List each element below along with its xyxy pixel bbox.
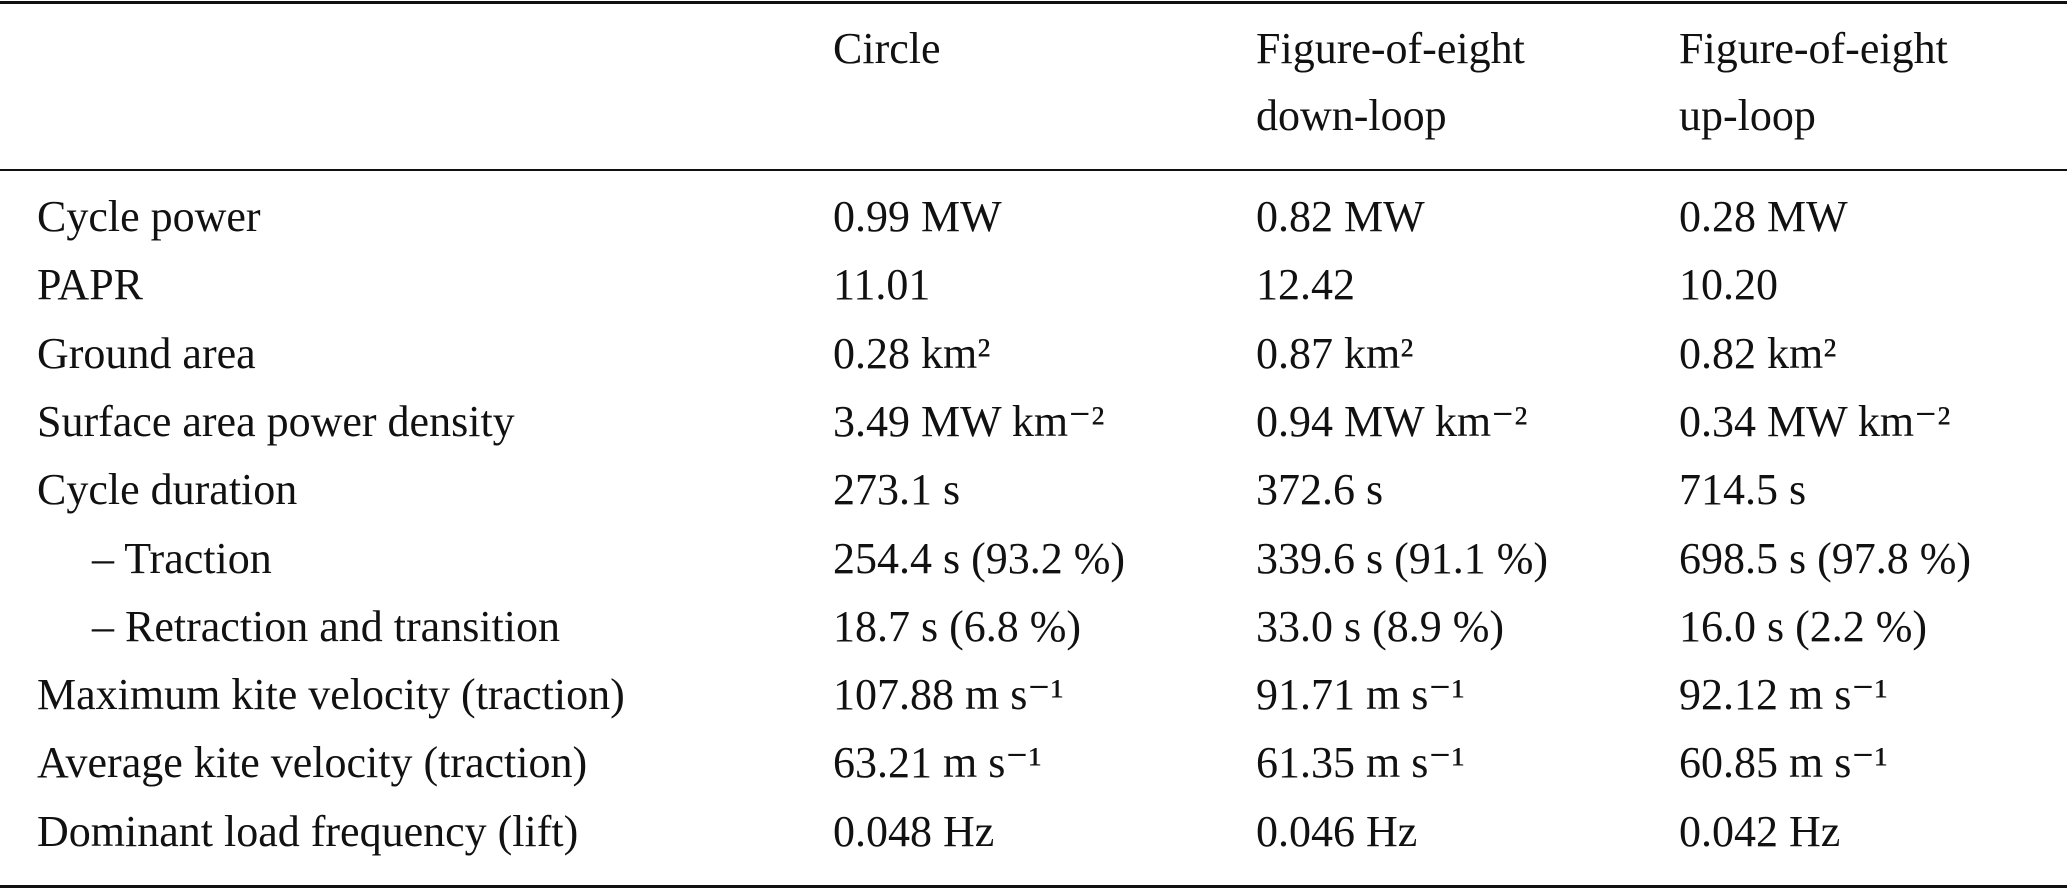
column-header: down-loop <box>1256 91 1447 140</box>
table-cell: 372.6 s <box>1256 465 1384 515</box>
row-label: PAPR <box>37 260 144 310</box>
table-cell: 33.0 s (8.9 %) <box>1256 601 1505 651</box>
column-header: Circle <box>833 24 941 73</box>
table-cell: 3.49 MW km⁻² <box>833 396 1105 446</box>
table-cell: 0.87 km² <box>1256 328 1414 378</box>
table-cell: 0.34 MW km⁻² <box>1679 396 1951 446</box>
row-label: Dominant load frequency (lift) <box>37 806 579 856</box>
row-label: Maximum kite velocity (traction) <box>37 670 625 720</box>
row-label: Ground area <box>37 328 256 378</box>
row-label: Average kite velocity (traction) <box>37 738 588 788</box>
table-cell: 0.048 Hz <box>833 806 995 856</box>
column-header: Figure-of-eight <box>1679 24 1948 73</box>
table-cell: 0.28 MW <box>1679 192 1848 241</box>
top-rule <box>0 1 2067 4</box>
row-label: – Traction <box>92 533 272 583</box>
table-cell: 11.01 <box>833 260 931 310</box>
table-cell: 254.4 s (93.2 %) <box>833 533 1126 583</box>
table-cell: 0.28 km² <box>833 328 991 378</box>
table-cell: 0.046 Hz <box>1256 806 1418 856</box>
table-cell: 698.5 s (97.8 %) <box>1679 533 1972 583</box>
table-cell: 0.94 MW km⁻² <box>1256 396 1528 446</box>
mid-rule <box>0 169 2067 171</box>
row-label: Cycle power <box>37 192 261 241</box>
table-cell: 0.82 MW <box>1256 192 1425 241</box>
table-cell: 0.042 Hz <box>1679 806 1841 856</box>
table-cell: 339.6 s (91.1 %) <box>1256 533 1549 583</box>
table-cell: 12.42 <box>1256 260 1355 310</box>
row-label: – Retraction and transition <box>92 601 560 651</box>
table-cell: 16.0 s (2.2 %) <box>1679 601 1928 651</box>
table-cell: 107.88 m s⁻¹ <box>833 670 1064 720</box>
table-cell: 60.85 m s⁻¹ <box>1679 738 1888 788</box>
table-cell: 273.1 s <box>833 465 961 515</box>
row-label: Surface area power density <box>37 396 515 446</box>
table-cell: 92.12 m s⁻¹ <box>1679 670 1888 720</box>
column-header: Figure-of-eight <box>1256 24 1525 73</box>
row-label: Cycle duration <box>37 465 298 515</box>
table-cell: 0.82 km² <box>1679 328 1837 378</box>
column-header: up-loop <box>1679 91 1816 140</box>
table-cell: 10.20 <box>1679 260 1778 310</box>
table-cell: 714.5 s <box>1679 465 1807 515</box>
table-cell: 63.21 m s⁻¹ <box>833 738 1042 788</box>
table-cell: 61.35 m s⁻¹ <box>1256 738 1465 788</box>
table-cell: 0.99 MW <box>833 192 1002 241</box>
bottom-rule <box>0 885 2067 888</box>
table-cell: 18.7 s (6.8 %) <box>833 601 1082 651</box>
table-cell: 91.71 m s⁻¹ <box>1256 670 1465 720</box>
